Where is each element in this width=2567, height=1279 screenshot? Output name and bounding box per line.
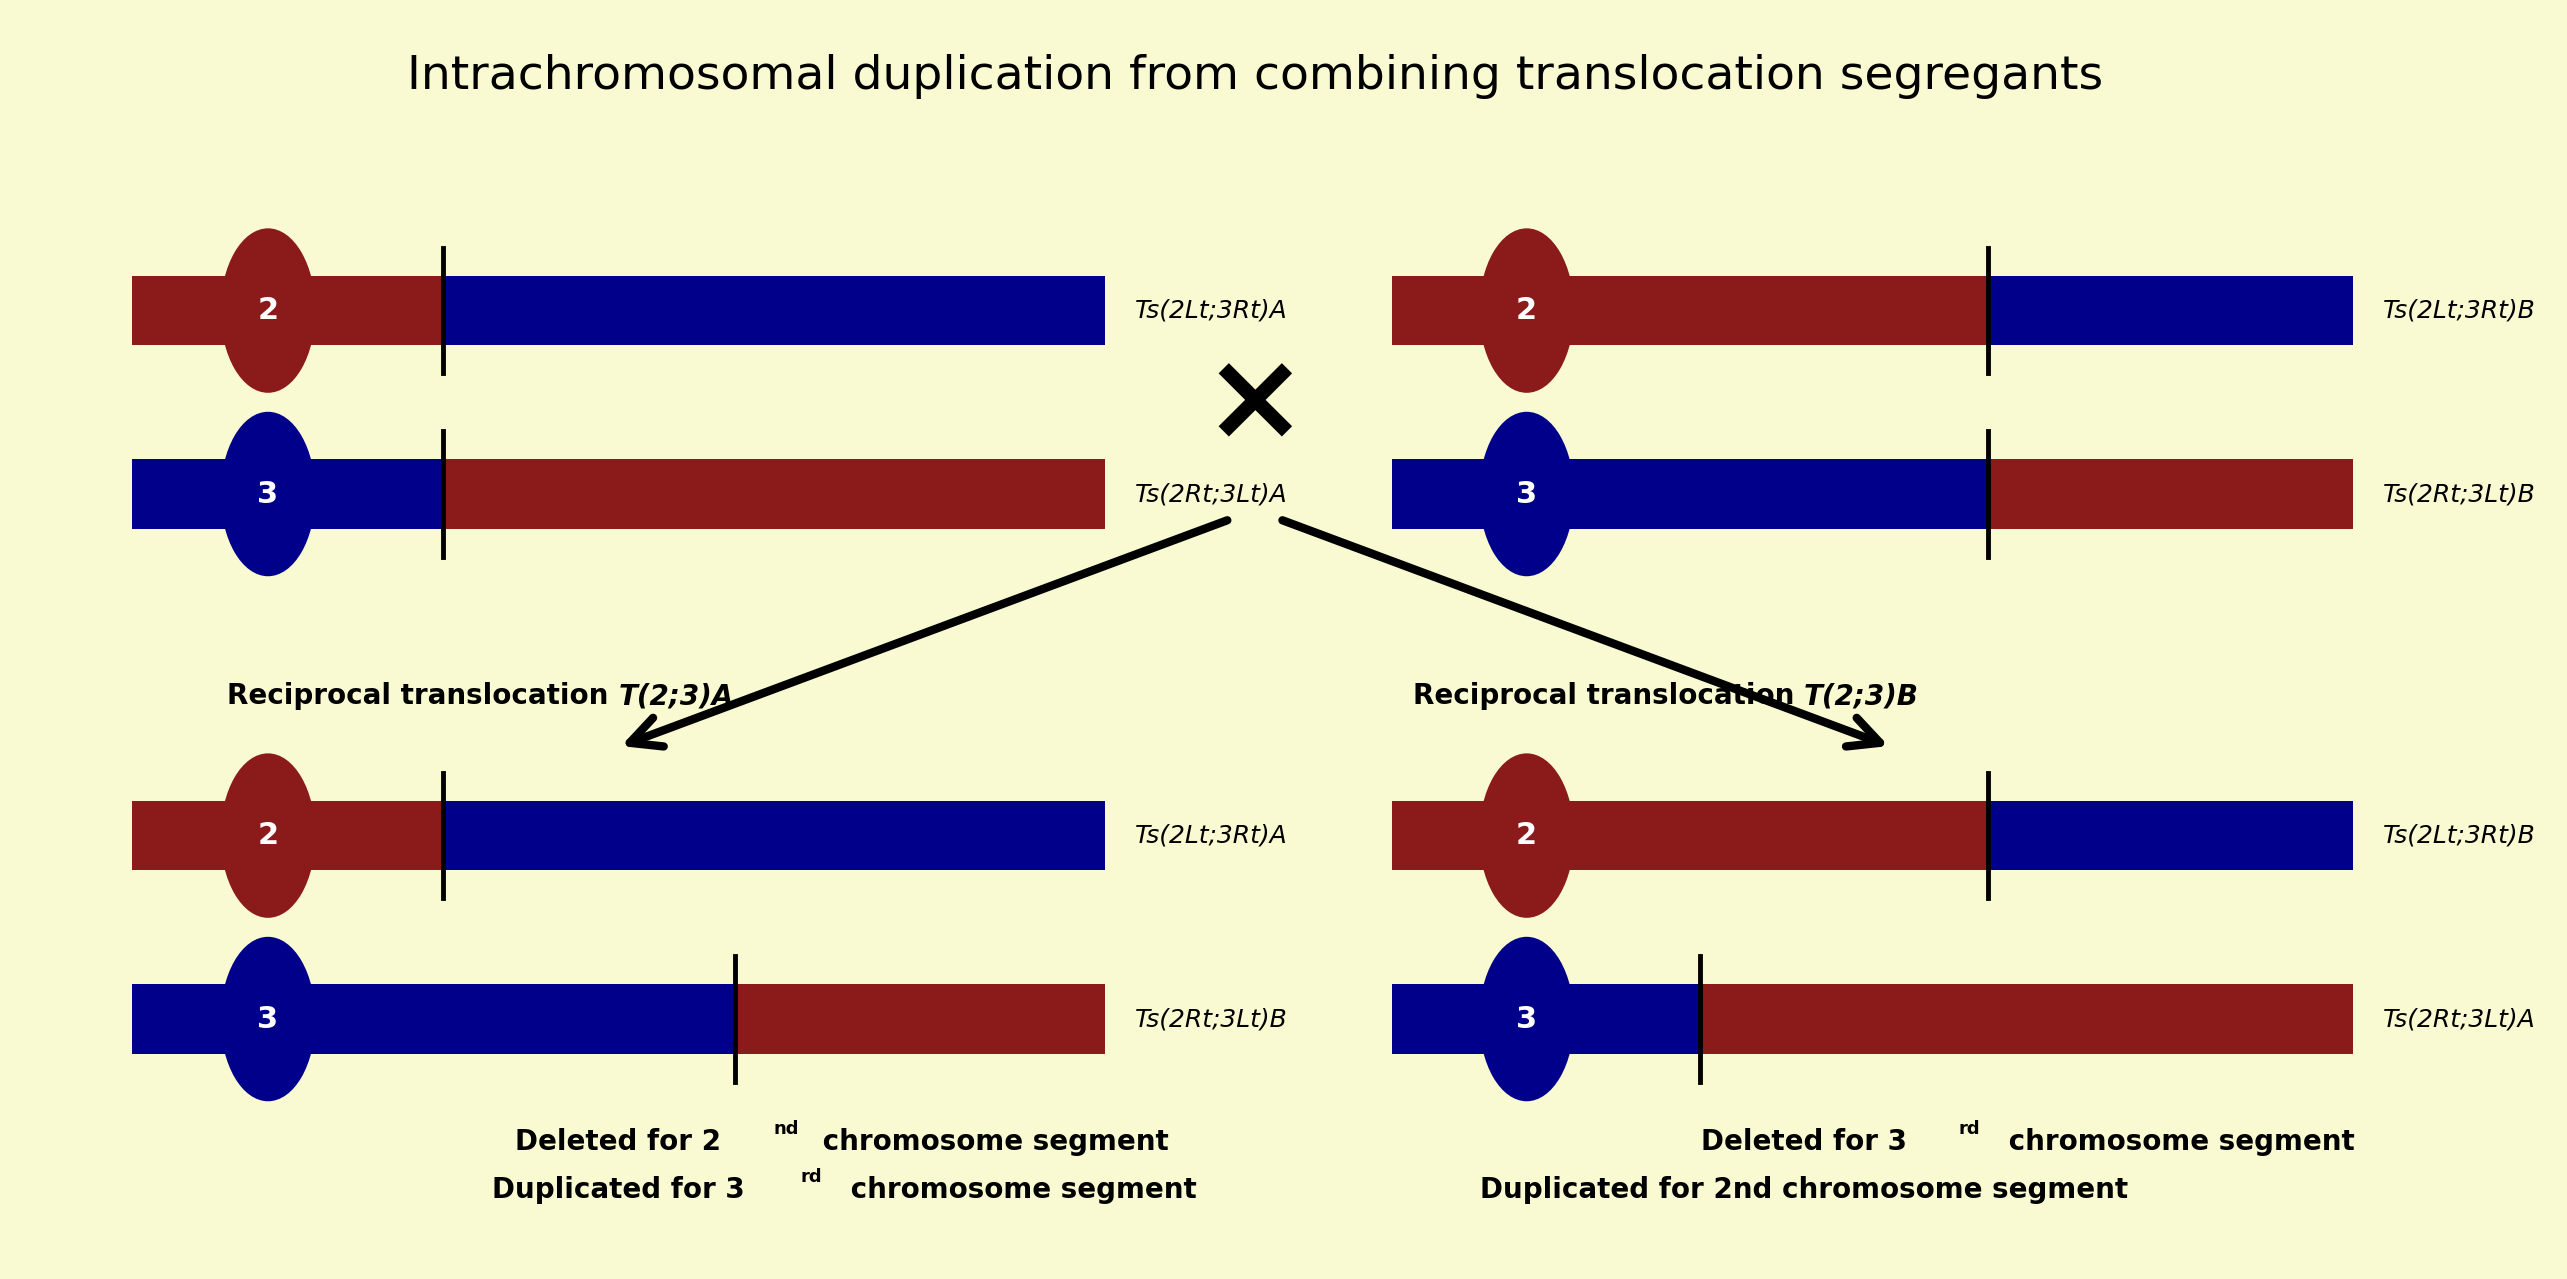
Text: Ts(2Lt;3Rt)A: Ts(2Lt;3Rt)A — [1135, 824, 1289, 848]
Text: 2: 2 — [257, 821, 280, 851]
Text: Ts(2Lt;3Rt)A: Ts(2Lt;3Rt)A — [1135, 298, 1289, 322]
Ellipse shape — [221, 753, 316, 918]
Bar — [444, 459, 1106, 528]
Text: 2: 2 — [257, 295, 280, 325]
Text: Ts(2Lt;3Rt)B: Ts(2Lt;3Rt)B — [2382, 298, 2536, 322]
Text: Ts(2Rt;3Lt)A: Ts(2Rt;3Lt)A — [1135, 482, 1289, 506]
Bar — [131, 985, 734, 1054]
Text: 3: 3 — [1517, 1004, 1538, 1033]
Text: Duplicated for 3: Duplicated for 3 — [493, 1175, 744, 1204]
Ellipse shape — [1479, 936, 1574, 1101]
Bar — [131, 801, 444, 871]
Text: 2: 2 — [1517, 295, 1538, 325]
Text: chromosome segment: chromosome segment — [839, 1175, 1196, 1204]
Bar — [1987, 459, 2354, 528]
Ellipse shape — [221, 229, 316, 393]
Text: Duplicated for 2nd chromosome segment: Duplicated for 2nd chromosome segment — [1481, 1175, 2128, 1204]
Bar — [1391, 985, 1699, 1054]
Bar — [734, 985, 1106, 1054]
Bar — [1391, 801, 1987, 871]
Bar — [1987, 276, 2354, 345]
Text: ×: × — [1201, 345, 1307, 466]
Bar — [1987, 801, 2354, 871]
Bar — [1391, 459, 1987, 528]
Text: Reciprocal translocation: Reciprocal translocation — [228, 683, 619, 710]
Text: nd: nd — [773, 1120, 798, 1138]
Bar — [131, 459, 444, 528]
Bar — [1391, 276, 1987, 345]
Ellipse shape — [1479, 229, 1574, 393]
Text: 2: 2 — [1517, 821, 1538, 851]
Text: Ts(2Lt;3Rt)B: Ts(2Lt;3Rt)B — [2382, 824, 2536, 848]
Ellipse shape — [1479, 412, 1574, 577]
Text: Ts(2Rt;3Lt)B: Ts(2Rt;3Lt)B — [2382, 482, 2536, 506]
Text: Reciprocal translocation: Reciprocal translocation — [1412, 683, 1805, 710]
Text: T(2;3)A: T(2;3)A — [619, 683, 734, 710]
Ellipse shape — [221, 936, 316, 1101]
Text: 3: 3 — [257, 480, 280, 509]
Bar — [444, 801, 1106, 871]
Text: chromosome segment: chromosome segment — [2000, 1128, 2354, 1156]
Bar — [444, 276, 1106, 345]
Text: Deleted for 3: Deleted for 3 — [1702, 1128, 1907, 1156]
Text: 3: 3 — [257, 1004, 280, 1033]
Text: rd: rd — [801, 1168, 821, 1186]
Ellipse shape — [221, 412, 316, 577]
Text: T(2;3)B: T(2;3)B — [1805, 683, 1920, 710]
Bar — [131, 276, 444, 345]
Bar — [1699, 985, 2354, 1054]
Ellipse shape — [1479, 753, 1574, 918]
Text: chromosome segment: chromosome segment — [814, 1128, 1168, 1156]
Text: Ts(2Rt;3Lt)B: Ts(2Rt;3Lt)B — [1135, 1007, 1289, 1031]
Text: Ts(2Rt;3Lt)A: Ts(2Rt;3Lt)A — [2382, 1007, 2536, 1031]
Text: rd: rd — [1959, 1120, 1979, 1138]
Text: 3: 3 — [1517, 480, 1538, 509]
Text: Deleted for 2: Deleted for 2 — [516, 1128, 721, 1156]
Text: Intrachromosomal duplication from combining translocation segregants: Intrachromosomal duplication from combin… — [406, 54, 2102, 98]
